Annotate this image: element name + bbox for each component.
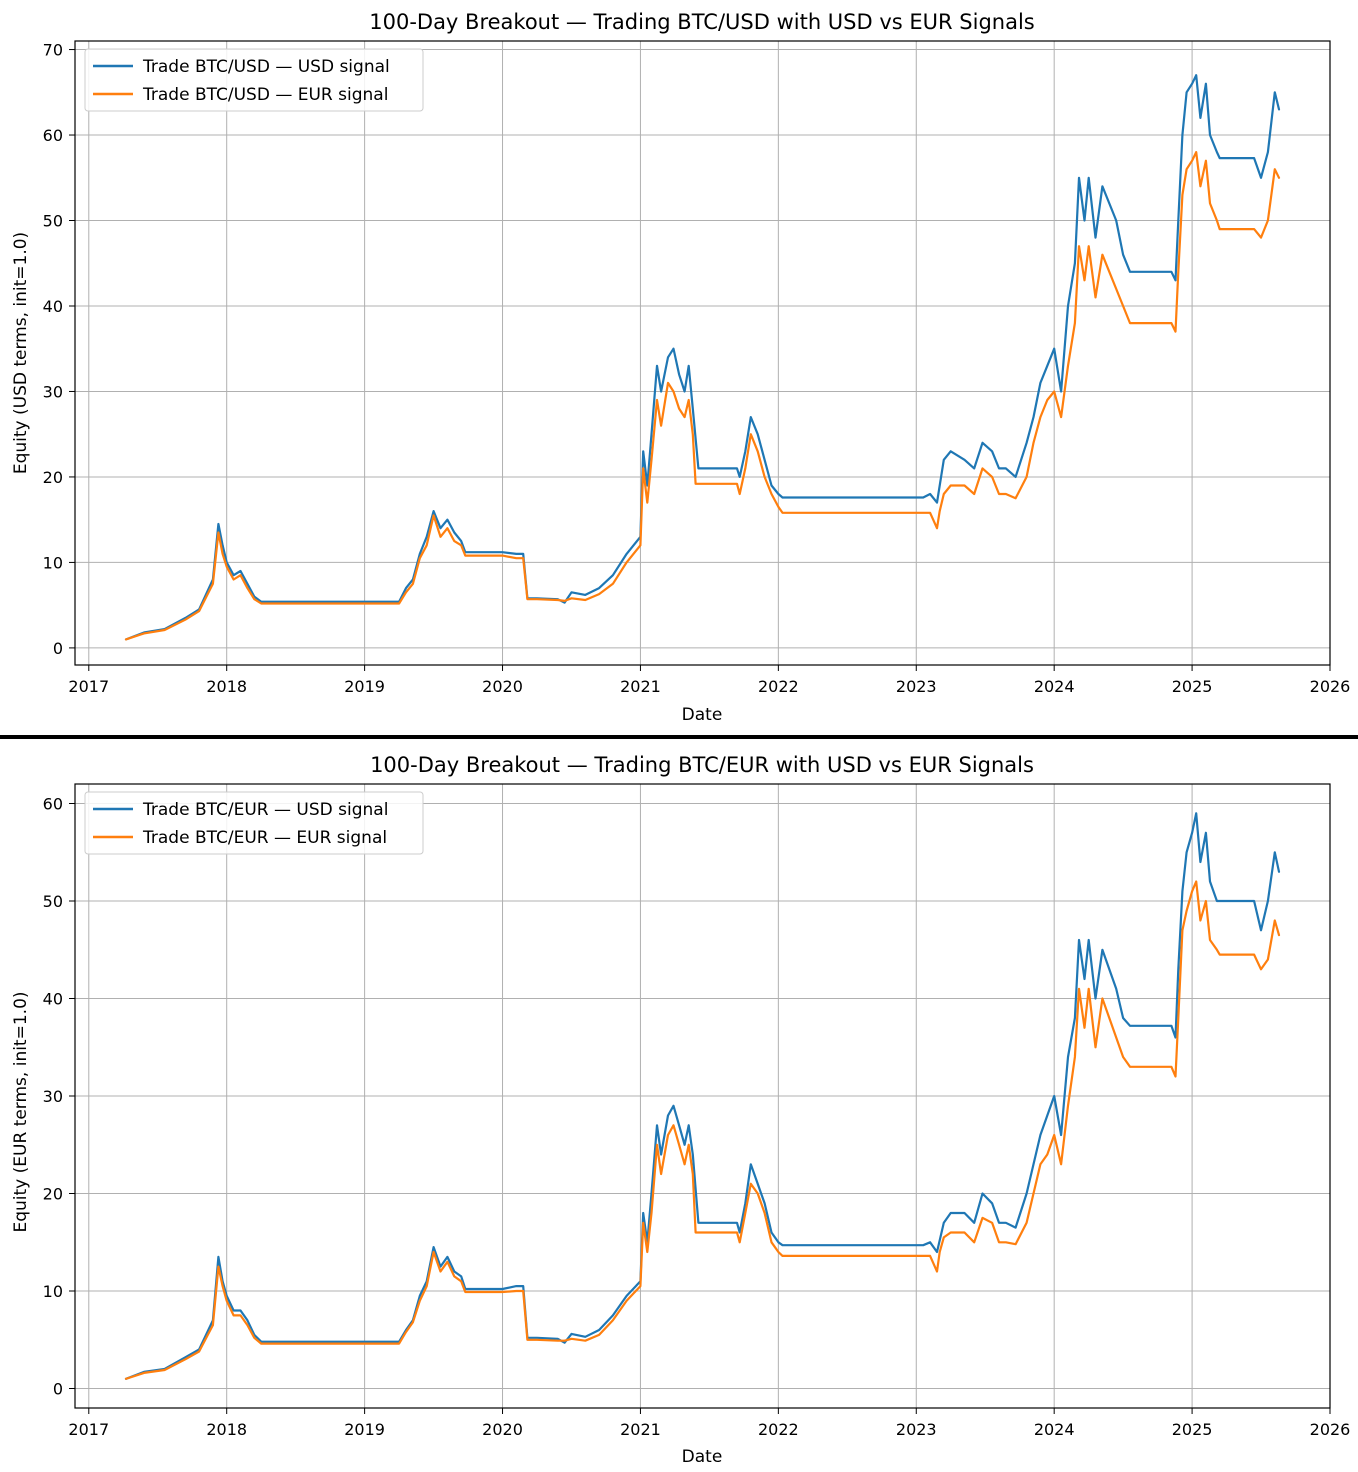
x-tick-label: 2021 bbox=[620, 677, 661, 696]
x-tick-label: 2022 bbox=[758, 677, 799, 696]
x-tick-label: 2026 bbox=[1310, 1420, 1351, 1439]
y-axis-label: Equity (USD terms, init=1.0) bbox=[11, 232, 31, 474]
y-tick-label: 30 bbox=[43, 1087, 63, 1106]
y-tick-label: 20 bbox=[43, 468, 63, 487]
series-layer bbox=[124, 74, 1281, 641]
y-tick-label: 40 bbox=[43, 297, 63, 316]
x-axis-label: Date bbox=[682, 705, 723, 725]
series-line-eur-signal bbox=[124, 151, 1281, 641]
x-tick-label: 2022 bbox=[758, 1420, 799, 1439]
x-tick-label: 2018 bbox=[206, 1420, 247, 1439]
x-tick-label: 2019 bbox=[344, 677, 385, 696]
chart-title: 100-Day Breakout — Trading BTC/EUR with … bbox=[370, 753, 1034, 777]
x-tick-label: 2024 bbox=[1034, 677, 1075, 696]
grid bbox=[75, 41, 1331, 665]
legend-label-eur: Trade BTC/USD — EUR signal bbox=[142, 85, 388, 105]
chart-top: 100-Day Breakout — Trading BTC/USD with … bbox=[11, 10, 1351, 725]
chart-title: 100-Day Breakout — Trading BTC/USD with … bbox=[369, 10, 1035, 34]
series-line-eur-signal bbox=[124, 880, 1281, 1380]
x-tick-label: 2023 bbox=[896, 677, 937, 696]
y-tick-label: 50 bbox=[43, 212, 63, 231]
y-tick-label: 60 bbox=[43, 795, 63, 814]
x-tick-label: 2026 bbox=[1310, 677, 1351, 696]
x-tick-label: 2017 bbox=[68, 1420, 109, 1439]
legend-box bbox=[84, 48, 424, 112]
y-axis-label: Equity (EUR terms, init=1.0) bbox=[11, 991, 31, 1232]
y-tick-label: 10 bbox=[43, 553, 63, 572]
grid bbox=[75, 784, 1331, 1408]
y-tick-label: 10 bbox=[43, 1282, 63, 1301]
y-tick-label: 0 bbox=[53, 639, 63, 658]
legend: Trade BTC/USD — USD signal Trade BTC/USD… bbox=[84, 48, 424, 112]
x-tick-label: 2025 bbox=[1172, 677, 1213, 696]
x-tick-label: 2020 bbox=[482, 1420, 523, 1439]
y-tick-label: 30 bbox=[43, 382, 63, 401]
x-axis-label: Date bbox=[682, 1447, 723, 1467]
chart-bottom: 100-Day Breakout — Trading BTC/EUR with … bbox=[11, 753, 1351, 1467]
y-tick-label: 70 bbox=[43, 41, 63, 60]
x-tick-label: 2017 bbox=[68, 677, 109, 696]
x-tick-label: 2025 bbox=[1172, 1420, 1213, 1439]
axis-ticks: 2017 2018 2019 2020 2021 2022 2023 2024 2025 2026… bbox=[43, 795, 1351, 1440]
x-tick-label: 2019 bbox=[344, 1420, 385, 1439]
x-tick-label: 2018 bbox=[206, 677, 247, 696]
x-tick-label: 2024 bbox=[1034, 1420, 1075, 1439]
series-layer bbox=[124, 812, 1281, 1380]
series-line-usd-signal bbox=[124, 812, 1281, 1380]
legend-label-eur: Trade BTC/EUR — EUR signal bbox=[142, 828, 387, 848]
y-tick-label: 40 bbox=[43, 990, 63, 1009]
x-tick-label: 2020 bbox=[482, 677, 523, 696]
separator bbox=[0, 735, 1358, 739]
y-tick-label: 60 bbox=[43, 126, 63, 145]
axis-ticks: 2017 2018 2019 2020 2021 2022 2023 2024 2025 2026… bbox=[43, 41, 1351, 696]
x-tick-label: 2023 bbox=[896, 1420, 937, 1439]
y-tick-label: 0 bbox=[53, 1380, 63, 1399]
plot-frame bbox=[74, 40, 1331, 666]
y-tick-label: 20 bbox=[43, 1185, 63, 1204]
legend-label-usd: Trade BTC/EUR — USD signal bbox=[142, 800, 388, 820]
legend-box bbox=[84, 791, 424, 855]
series-line-usd-signal bbox=[124, 74, 1281, 641]
y-tick-label: 50 bbox=[43, 892, 63, 911]
x-tick-label: 2021 bbox=[620, 1420, 661, 1439]
legend: Trade BTC/EUR — USD signal Trade BTC/EUR… bbox=[84, 791, 424, 855]
legend-label-usd: Trade BTC/USD — USD signal bbox=[142, 57, 390, 77]
